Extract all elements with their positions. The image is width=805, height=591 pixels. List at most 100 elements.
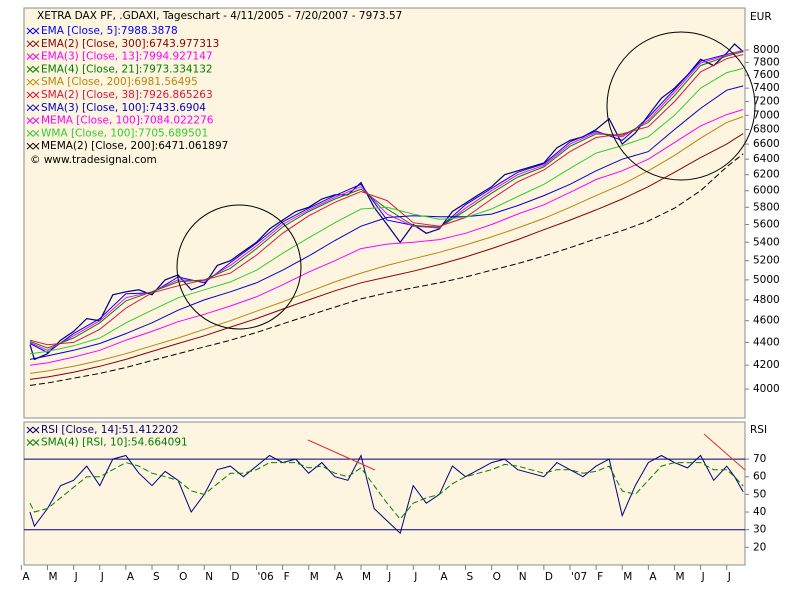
x-tick-label: F	[597, 571, 603, 583]
x-tick-label: '06	[257, 571, 274, 583]
y-tick-label: 6200	[753, 169, 780, 181]
legend-icon	[26, 66, 40, 73]
x-tick-label: A	[649, 571, 657, 583]
series-line	[29, 462, 744, 520]
legend-icon	[26, 426, 40, 434]
series-line	[29, 43, 744, 361]
legend-label: SMA(3) [Close, 100]:7433.6904	[41, 102, 206, 114]
series-line	[29, 153, 744, 386]
x-tick-label: N	[205, 571, 213, 583]
y-tick-label: 60	[753, 471, 766, 483]
series-line	[29, 50, 744, 354]
x-tick-label: A	[22, 571, 30, 583]
legend-icon	[26, 130, 40, 137]
legend-icon	[26, 117, 40, 124]
series-line	[29, 116, 744, 374]
unit-label: EUR	[750, 11, 772, 23]
legend-icon-stroke	[32, 426, 40, 434]
legend-label: SMA [Close, 200]:6981.56495	[41, 76, 198, 88]
legend-label: WMA [Close, 100]:7705.689501	[41, 127, 208, 139]
legend-icon	[26, 142, 40, 150]
x-tick-label: J	[413, 571, 417, 583]
y-tick-label: 7600	[753, 69, 780, 81]
y-tick-label: 5800	[753, 201, 780, 213]
y-tick-label: 4600	[753, 315, 780, 327]
rsi-plot: 20 30 40 50 60 70	[24, 453, 766, 553]
x-tick-label: N	[519, 571, 527, 583]
x-tick-label: S	[466, 571, 473, 583]
y-tick-label: 6400	[753, 153, 780, 165]
x-tick-label: M	[362, 571, 371, 583]
y-tick-label: 7000	[753, 109, 780, 121]
y-tick-label: 5200	[753, 255, 780, 267]
legend-icon-stroke	[32, 78, 40, 86]
legend-icon-stroke	[26, 53, 34, 60]
legend-icon-stroke	[26, 104, 34, 112]
y-tick-label: 70	[753, 453, 766, 465]
legend-icon-stroke	[26, 142, 34, 150]
unit-label: RSI	[750, 424, 767, 436]
legend-icon	[26, 91, 40, 99]
legend-label: EMA(2) [Close, 300]:6743.977313	[41, 38, 219, 50]
y-tick-label: 4000	[753, 383, 780, 395]
highlight-circle	[176, 204, 302, 330]
y-tick-label: 7200	[753, 96, 780, 108]
y-tick-label: 5600	[753, 218, 780, 230]
legend-icon-stroke	[32, 142, 40, 150]
x-tick-label: M	[675, 571, 684, 583]
legend-label: MEMA(2) [Close, 200]:6471.061897	[41, 140, 228, 152]
y-tick-label: 6800	[753, 124, 780, 136]
x-tick-label: '07	[571, 571, 587, 583]
x-tick-label: O	[179, 571, 187, 583]
series-line	[29, 454, 744, 535]
x-tick-label: J	[387, 571, 391, 583]
legend-icon-stroke	[26, 117, 34, 124]
x-tick-label: J	[100, 571, 104, 583]
legend-icon-stroke	[26, 78, 34, 86]
price-plot: 4000 4200 4400 4600 4800 5000 5200 5400 5600 5800…	[29, 43, 780, 395]
y-tick-label: 4800	[753, 294, 780, 306]
rsi-panel	[23, 421, 746, 566]
legend-icon-stroke	[26, 426, 34, 434]
x-tick-label: A	[440, 571, 448, 583]
legend-label: EMA [Close, 5]:7988.3878	[41, 25, 178, 37]
x-tick-label: F	[284, 571, 290, 583]
legend-icon	[26, 439, 40, 446]
annotations	[176, 31, 756, 471]
x-tick-label: D	[545, 571, 553, 583]
legend-icon-stroke	[26, 91, 34, 99]
legend-icon	[26, 78, 40, 86]
legend-icon-stroke	[26, 66, 34, 73]
legend-icon-stroke	[32, 40, 40, 48]
y-tick-label: 20	[753, 541, 766, 553]
legend-icon	[26, 104, 40, 112]
x-tick-label: A	[336, 571, 344, 583]
legend-icon	[26, 53, 40, 60]
y-tick-label: 7400	[753, 82, 780, 94]
series-line	[29, 109, 744, 366]
x-tick-label: J	[74, 571, 78, 583]
legend-icon-stroke	[32, 66, 40, 73]
legend-icon-stroke	[32, 439, 40, 446]
x-tick-label: D	[231, 571, 239, 583]
x-tick-label: M	[49, 571, 58, 583]
legend-icon-stroke	[26, 27, 34, 35]
x-tick-label: J	[727, 571, 731, 583]
series-line	[29, 67, 744, 355]
y-tick-label: 6000	[753, 185, 780, 197]
x-tick-label: J	[701, 571, 705, 583]
x-tick-label: S	[153, 571, 160, 583]
legend-icon-stroke	[32, 117, 40, 124]
trend-line	[703, 433, 746, 471]
y-tick-label: 40	[753, 506, 766, 518]
y-tick-label: 50	[753, 488, 766, 500]
legend-icon-stroke	[32, 27, 40, 35]
x-tick-label: M	[623, 571, 632, 583]
legend-label: EMA(4) [Close, 21]:7973.334132	[41, 63, 213, 75]
y-tick-label: 6600	[753, 138, 780, 150]
legend-icon-stroke	[26, 130, 34, 137]
price-panel	[23, 7, 746, 419]
y-tick-label: 30	[753, 524, 766, 536]
